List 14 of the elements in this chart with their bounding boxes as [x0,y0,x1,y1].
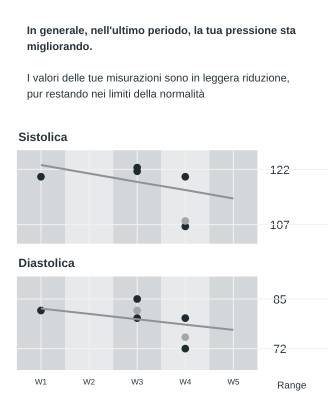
text: I valori delle tue misurazioni sono in leggera riduzione, pur restando nei limiti della normalità [26,72,290,101]
x-tick-label: W2 [83,377,96,386]
line-series [40,164,234,200]
y-tick-label: 72 [273,342,287,356]
x-tick-label: W5 [227,377,240,386]
y-tick-label: 107 [270,218,290,232]
x-tick-label: W3 [131,377,144,386]
chart-title: Diastolica [18,256,76,270]
y-axis-title: Range [277,380,307,392]
chart-title: Sistolica [18,130,68,144]
x-tick-label: W4 [179,377,192,386]
text: In generale, nell'ultimo periodo, la tua pressione sta migliorando. [26,24,297,53]
y-tick-label: 122 [270,162,290,177]
x-tick-label: W1 [35,377,48,386]
